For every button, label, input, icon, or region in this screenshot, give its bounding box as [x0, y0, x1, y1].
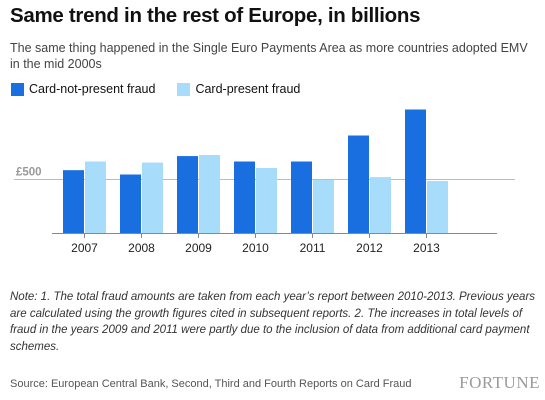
x-tick-label-2011: 2011 — [300, 241, 326, 255]
bar-card-present-2012 — [370, 177, 391, 233]
bars — [63, 109, 448, 233]
bar-card-not-present-2008 — [120, 174, 141, 233]
x-tick-label-2009: 2009 — [185, 241, 212, 255]
footnote: Note: 1. The total fraud amounts are tak… — [10, 291, 536, 353]
legend-item-card-present: Card-present fraud — [177, 82, 300, 96]
x-tick-label-2012: 2012 — [356, 241, 383, 255]
legend-item-card-not-present: Card-not-present fraud — [11, 82, 155, 96]
legend: Card-not-present fraud Card-present frau… — [11, 82, 322, 96]
legend-swatch-card-not-present — [11, 82, 24, 96]
bar-card-present-2008 — [142, 162, 163, 233]
chart-title: Same trend in the rest of Europe, in bil… — [10, 4, 421, 27]
x-tick-label-2010: 2010 — [242, 241, 269, 255]
chart-subtitle: The same thing happened in the Single Eu… — [10, 41, 528, 71]
legend-label-card-not-present: Card-not-present fraud — [29, 82, 156, 96]
bar-card-present-2013 — [427, 181, 448, 233]
bar-card-present-2007 — [85, 161, 106, 233]
x-tick-label-2008: 2008 — [128, 241, 155, 255]
fortune-logo: FORTUNE — [459, 373, 540, 392]
bar-card-not-present-2011 — [291, 161, 312, 233]
reference-line-label: £500 — [16, 167, 42, 179]
bar-card-not-present-2012 — [348, 135, 369, 233]
bar-card-not-present-2007 — [63, 170, 84, 233]
legend-label-card-present: Card-present fraud — [195, 82, 301, 96]
bar-card-present-2010 — [256, 168, 277, 233]
bar-card-not-present-2010 — [234, 161, 255, 233]
x-tick-label-2013: 2013 — [413, 241, 440, 255]
bar-card-present-2011 — [313, 179, 334, 233]
source-text: Source: European Central Bank, Second, T… — [10, 378, 412, 390]
bar-card-not-present-2013 — [405, 109, 426, 233]
legend-swatch-card-present — [177, 82, 191, 96]
bar-card-not-present-2009 — [177, 156, 198, 233]
bar-card-present-2009 — [199, 155, 220, 233]
x-tick-label-2007: 2007 — [71, 241, 98, 255]
bar-chart: £500 2007 2008 2009 2010 2011 2012 2013 — [14, 109, 515, 255]
x-axis-ticks: 2007 2008 2009 2010 2011 2012 2013 — [71, 233, 440, 255]
